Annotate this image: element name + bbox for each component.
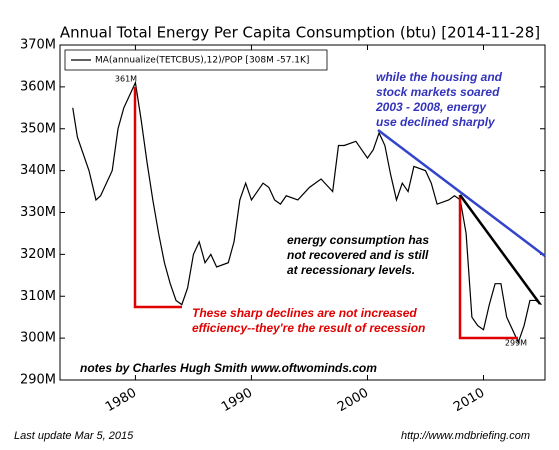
y-tick-label: 340M [20,163,56,178]
note-line: not recovered and is still [287,248,429,262]
decline-marker [133,87,182,309]
note-line: These sharp declines are not increased [192,306,417,320]
trend-line [377,129,546,257]
data-line [72,80,542,344]
y-tick-label: 370M [20,38,56,53]
note-line: energy consumption has [287,233,429,247]
y-tick-label: 300M [20,331,56,346]
footer-left: Last update Mar 5, 2015 [14,430,134,442]
note-line: stock markets soared [376,85,500,99]
y-tick-label: 290M [20,373,56,388]
chart-title: Annual Total Energy Per Capita Consumpti… [60,24,540,42]
recovery-note: energy consumption has not recovered and… [287,233,432,277]
y-tick-label: 360M [20,79,56,94]
y-tick-label: 330M [20,205,56,220]
note-line: use declined sharply [376,115,496,129]
peak-label: 361M [115,75,137,84]
housing-note: while the housing and stock markets soar… [375,70,505,129]
trough-label: 299M [505,339,527,348]
note-line: while the housing and [376,70,503,84]
note-line: efficiency--they're the result of recess… [192,321,425,335]
legend-label: MA(annualize(TETCBUS),12)/POP [308M -57.… [95,56,309,66]
trend-line [458,194,542,305]
y-tick-label: 320M [20,247,56,262]
legend-box [64,49,328,71]
note-line: 2003 - 2008, energy [375,100,487,114]
y-tick-label: 350M [20,121,56,136]
footer-right: http://www.mdbriefing.com [401,430,530,442]
author-note: notes by Charles Hugh Smith www.oftwomin… [80,361,377,375]
note-line: at recessionary levels. [287,263,415,277]
decline-marker [458,195,518,340]
y-tick-label: 310M [20,289,56,304]
recession-note: These sharp declines are not increased e… [192,306,425,335]
